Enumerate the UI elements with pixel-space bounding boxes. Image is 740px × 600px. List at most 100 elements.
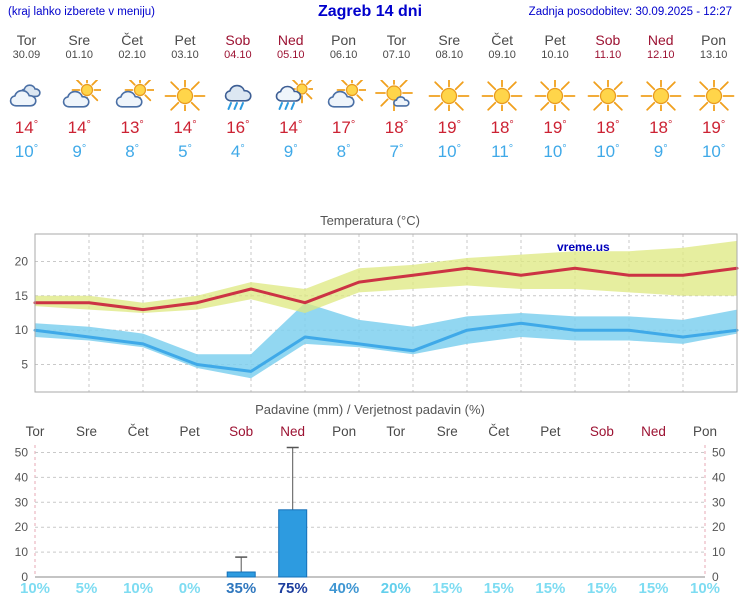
svg-text:15: 15 — [15, 289, 29, 303]
precipitation-chart-title: Padavine (mm) / Verjetnost padavin (%) — [255, 402, 485, 417]
precip-day-label: Pon — [332, 424, 357, 439]
sun-cloud-icon — [115, 74, 156, 108]
precip-day-label: Sob — [589, 424, 614, 439]
weather-icon-wrap — [317, 74, 370, 111]
weather-icon-wrap — [529, 75, 582, 117]
day-date: 03.10 — [171, 49, 199, 61]
weather-icon-wrap — [581, 75, 634, 117]
temp-min: 11° — [491, 142, 514, 161]
temp-max: 18° — [384, 118, 409, 137]
weather-icon-wrap — [264, 74, 317, 111]
day-name: Tor — [386, 32, 407, 48]
temp-min: 9° — [72, 142, 87, 161]
svg-text:40: 40 — [712, 470, 726, 484]
sun-rain-icon — [275, 74, 317, 110]
forecast-day: Pon 13.10 19° 10° — [687, 32, 740, 162]
day-name: Pon — [701, 32, 727, 48]
precip-day-label: Ned — [641, 424, 666, 439]
precip-day-label: Tor — [25, 424, 45, 439]
temp-min: 5° — [178, 142, 192, 161]
day-date: 08.10 — [435, 49, 464, 61]
rain-icon — [224, 84, 252, 110]
svg-text:0: 0 — [21, 570, 28, 584]
precipitation-chart: 0 0 10 10 20 20 30 30 40 40 50 50 — [15, 445, 726, 584]
forecast-day: Sre 08.10 19° 10° — [423, 32, 476, 162]
temp-max: 17° — [331, 118, 356, 137]
precip-day-labels: Tor Sre Čet Pet Sob Ned Pon Tor Sre Čet Pet Sob Ned P… — [26, 424, 717, 442]
weather-icon-wrap — [0, 80, 53, 111]
day-name: Čet — [121, 32, 144, 48]
forecast-days-row: Tor 30.09 14° 10° Sre 01.10 14° 9° Čet 02.10 13° 8°… — [0, 32, 740, 162]
svg-text:30: 30 — [15, 495, 29, 509]
precip-probability-row: 10% 5% 10% 0% 35% 75% 40% 20% 15% 15% 15% 15% 15% 10% — [20, 580, 720, 600]
precip-day-label: Tor — [386, 424, 406, 439]
day-date: 06.10 — [329, 49, 358, 61]
forecast-day: Pet 03.10 14° 5° — [159, 32, 212, 162]
svg-text:20: 20 — [15, 255, 29, 269]
weather-icon-wrap — [687, 75, 740, 117]
temp-min: 8° — [125, 142, 140, 161]
precip-probability: 15% — [638, 580, 669, 597]
weather-icon-wrap — [159, 75, 212, 117]
precip-probability: 15% — [432, 580, 463, 597]
precip-probability: 10% — [689, 580, 721, 597]
watermark: vreme.us — [557, 240, 610, 254]
sunny-icon — [534, 75, 576, 117]
weather-icon-wrap — [106, 74, 159, 111]
precip-day-label: Sre — [75, 424, 97, 439]
precip-day-label: Sre — [436, 424, 458, 439]
temp-min: 9° — [283, 142, 298, 161]
temp-min: 10° — [701, 142, 726, 161]
forecast-day: Sob 04.10 16° 4° — [211, 32, 264, 162]
day-date: 30.09 — [12, 49, 41, 61]
temp-min: 10° — [14, 142, 39, 161]
svg-text:40: 40 — [15, 470, 29, 484]
forecast-day: Ned 05.10 14° 9° — [264, 32, 317, 162]
precip-day-label: Ned — [280, 424, 306, 439]
temperature-chart-title: Temperatura (°C) — [320, 213, 420, 228]
menu-hint: (kraj lahko izberete v meniju) — [8, 6, 156, 18]
temp-max: 14° — [14, 118, 39, 137]
temp-min: 9° — [653, 142, 668, 161]
day-date: 07.10 — [382, 49, 411, 61]
svg-text:5: 5 — [21, 358, 28, 372]
weather-icon-wrap — [211, 80, 264, 111]
temp-min: 10° — [543, 142, 567, 161]
precip-probability: 15% — [483, 580, 514, 597]
forecast-day: Tor 30.09 14° 10° — [0, 32, 53, 162]
cloudy-icon — [10, 84, 42, 107]
day-date: 10.10 — [541, 49, 569, 61]
sunny-icon — [428, 75, 470, 117]
precip-probability: 10% — [123, 580, 154, 597]
day-date: 11.10 — [594, 49, 622, 61]
temp-min: 7° — [389, 142, 404, 161]
weather-icon-wrap — [476, 75, 529, 117]
precip-probability: 10% — [19, 580, 51, 597]
day-name: Sob — [225, 32, 251, 48]
precip-probability: 15% — [586, 580, 617, 597]
temp-min: 8° — [336, 142, 351, 161]
sunny-icon — [640, 75, 682, 117]
temp-max: 14° — [67, 118, 91, 137]
day-date: 12.10 — [646, 49, 675, 61]
forecast-day: Tor 07.10 18° 7° — [370, 32, 423, 162]
precip-probability: 15% — [535, 580, 566, 597]
forecast-day: Čet 02.10 13° 8° — [106, 32, 159, 162]
temp-max: 13° — [120, 118, 144, 137]
weather-icon-wrap — [423, 75, 476, 117]
day-name: Pet — [544, 32, 566, 48]
weather-icon-wrap — [634, 75, 687, 117]
temp-max: 18° — [649, 118, 673, 137]
sunny-icon — [693, 75, 734, 117]
precip-day-label: Pon — [692, 424, 718, 439]
precip-probability: 75% — [277, 580, 308, 597]
forecast-day: Sob 11.10 18° 10° — [581, 32, 634, 162]
precip-probability: 0% — [178, 580, 201, 597]
svg-text:50: 50 — [15, 446, 29, 460]
sun-small-cloud-icon — [375, 74, 414, 112]
temp-min: 10° — [437, 142, 461, 161]
day-name: Ned — [647, 32, 674, 48]
precip-probability: 40% — [329, 580, 360, 597]
sunny-icon — [481, 75, 523, 117]
temp-max: 19° — [437, 118, 461, 137]
